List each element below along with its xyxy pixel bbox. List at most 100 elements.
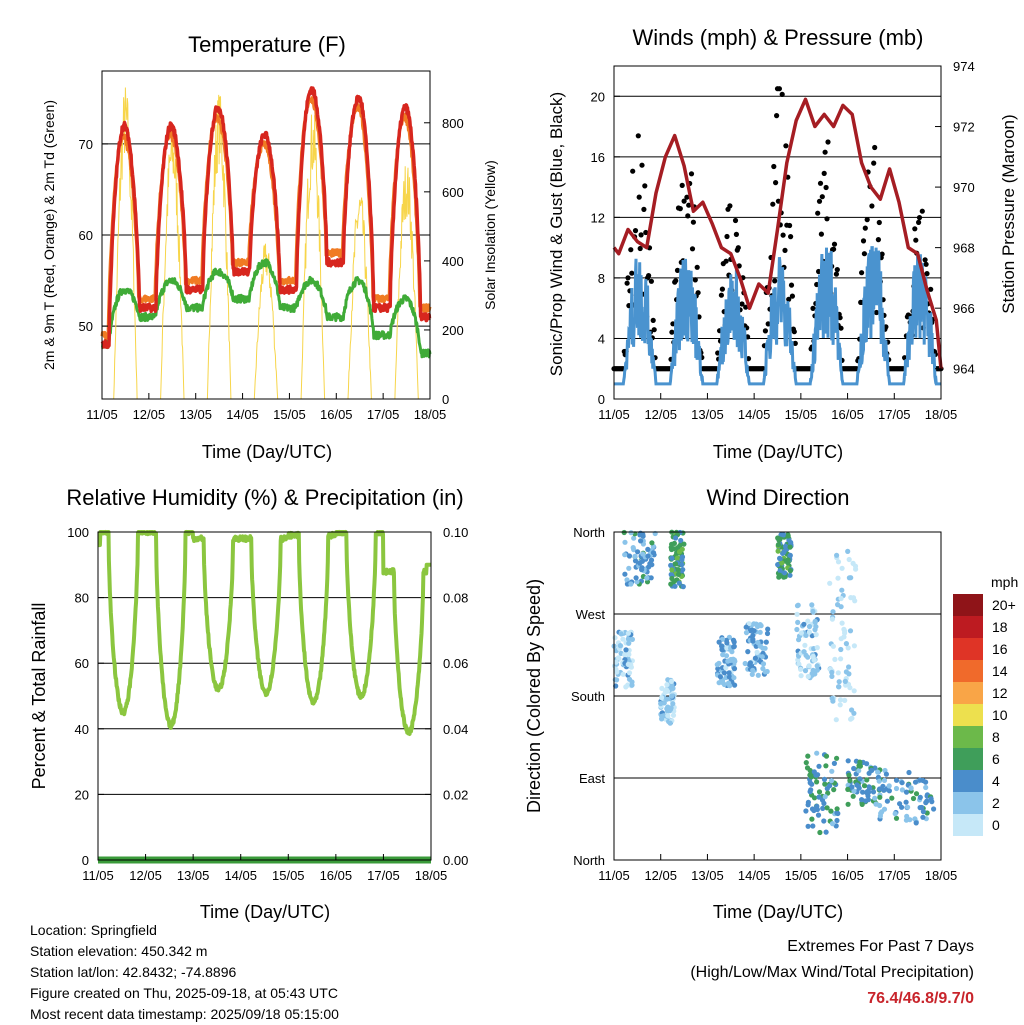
colorbar-label-7: 14 xyxy=(992,663,1008,679)
colorbar-swatch-9 xyxy=(953,616,983,638)
direction-point xyxy=(746,621,752,627)
direction-point xyxy=(794,603,801,609)
humidity-ytick-label-2: 40 xyxy=(75,722,89,737)
direction-point xyxy=(777,556,783,562)
colorbar-label-0: 0 xyxy=(992,817,1000,833)
direction-point xyxy=(717,674,724,680)
direction-point xyxy=(673,535,679,541)
gust-point xyxy=(922,257,928,263)
gust-point xyxy=(792,340,798,346)
direction-ytick-label-4: North xyxy=(573,525,605,540)
pressure-ytick-r-label-1: 966 xyxy=(953,301,975,316)
gust-point xyxy=(788,282,795,288)
direction-point xyxy=(869,767,875,774)
direction-point xyxy=(803,808,809,814)
direction-point xyxy=(671,546,677,552)
direction-point xyxy=(842,678,848,685)
direction-point xyxy=(816,789,823,795)
humidity-xtick-label-1: 12/05 xyxy=(129,868,162,883)
colorbar-swatch-2 xyxy=(953,770,983,792)
humidity-plot-frame xyxy=(97,531,432,861)
direction-point xyxy=(786,537,792,543)
gust-point xyxy=(635,133,641,139)
direction-point xyxy=(857,776,863,782)
gust-point xyxy=(782,247,788,253)
gust-point xyxy=(723,258,729,264)
winds-y-ticks-right: 964 966 968 970 972 974 xyxy=(935,59,975,377)
direction-ytick-label-1: East xyxy=(579,771,605,786)
direction-point xyxy=(730,637,737,643)
pressure-line xyxy=(612,97,943,369)
gust-point xyxy=(774,113,780,119)
direction-point xyxy=(719,643,725,649)
direction-point xyxy=(841,634,847,640)
direction-point xyxy=(859,797,865,803)
direction-point xyxy=(802,668,809,674)
direction-point xyxy=(843,669,850,675)
direction-point xyxy=(785,533,791,539)
temperature-xtick-label-1: 12/05 xyxy=(133,407,166,422)
direction-point xyxy=(835,575,841,581)
direction-xtick-label-4: 15/05 xyxy=(785,868,818,883)
winds-xtick-label-3: 14/05 xyxy=(738,407,771,422)
gust-point xyxy=(815,210,821,216)
direction-point xyxy=(823,829,829,835)
direction-point xyxy=(831,787,837,793)
temperature-ylabel: 2m & 9m T (Red, Orange) & 2m Td (Green) xyxy=(41,100,57,370)
direction-point xyxy=(726,674,733,680)
direction-point xyxy=(886,783,892,789)
direction-point xyxy=(835,670,841,676)
direction-point xyxy=(809,602,815,608)
gust-point xyxy=(674,267,681,273)
direction-point xyxy=(899,787,906,793)
direction-point xyxy=(721,681,728,688)
direction-point xyxy=(665,713,671,719)
pressure-ylabel: Station Pressure (Maroon) xyxy=(999,114,1018,313)
direction-point xyxy=(640,551,646,557)
direction-point xyxy=(612,635,618,641)
direction-point xyxy=(751,628,757,634)
direction-point xyxy=(635,549,641,555)
gust-point xyxy=(776,86,783,92)
direction-point xyxy=(723,653,730,659)
direction-point xyxy=(805,673,811,680)
direction-point xyxy=(846,772,852,778)
wind-series xyxy=(614,246,941,386)
humidity-y-ticks: 0 20 40 60 80 100 xyxy=(67,525,104,868)
direction-point xyxy=(629,636,636,643)
direction-point xyxy=(805,654,811,660)
direction-point xyxy=(731,643,737,650)
gust-point xyxy=(650,317,656,323)
direction-point xyxy=(670,701,676,707)
direction-point xyxy=(750,667,756,673)
humidity-xlabel: Time (Day/UTC) xyxy=(200,902,330,922)
direction-point xyxy=(664,706,670,712)
direction-point xyxy=(913,820,919,826)
direction-point xyxy=(876,778,882,784)
direction-point xyxy=(678,537,684,544)
direction-point xyxy=(659,695,665,701)
direction-point xyxy=(676,549,683,555)
direction-point xyxy=(779,560,785,566)
direction-point xyxy=(865,797,872,803)
humidity-xtick-label-2: 13/05 xyxy=(177,868,210,883)
direction-point xyxy=(834,552,840,558)
direction-point xyxy=(838,595,844,602)
gust-point xyxy=(916,219,922,225)
direction-point xyxy=(667,720,673,726)
direction-point xyxy=(810,823,816,829)
humidity-xtick-label-3: 14/05 xyxy=(224,868,257,883)
direction-point xyxy=(759,654,765,660)
direction-point xyxy=(764,630,771,637)
direction-point xyxy=(899,780,905,786)
direction-point xyxy=(843,641,850,647)
direction-point xyxy=(809,816,815,822)
direction-point xyxy=(836,679,842,685)
gust-point xyxy=(783,143,789,149)
pressure-ytick-r-label-2: 968 xyxy=(953,241,975,256)
direction-point xyxy=(721,670,728,676)
direction-point xyxy=(923,800,929,806)
direction-point xyxy=(877,802,883,809)
direction-point xyxy=(814,750,820,756)
solar-ytick-r-label-0: 0 xyxy=(442,392,449,407)
